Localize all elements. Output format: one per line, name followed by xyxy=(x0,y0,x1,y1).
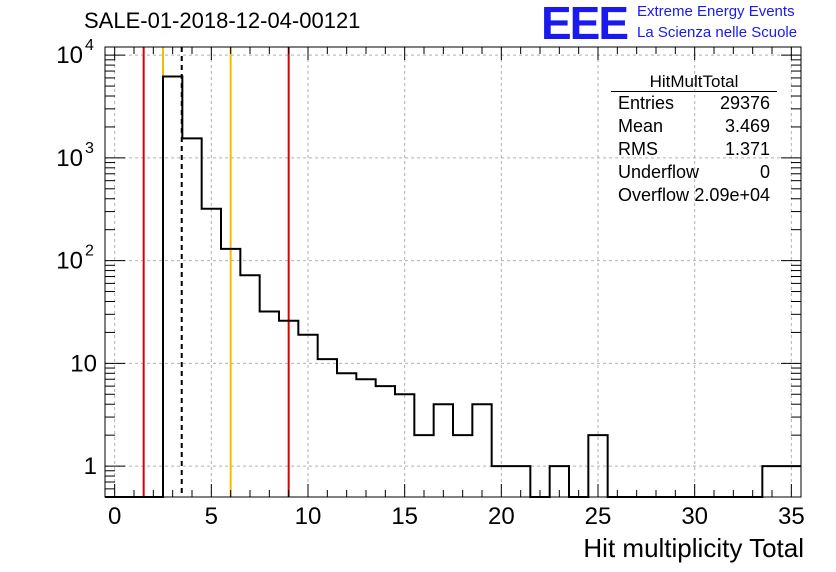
stats-title: HitMultTotal xyxy=(649,72,739,91)
histogram-bin xyxy=(182,138,201,497)
histogram-bin xyxy=(395,394,414,497)
stat-value: 2.09e+04 xyxy=(694,185,770,205)
x-tick-label: 0 xyxy=(108,503,121,530)
y-tick-exponent: 4 xyxy=(85,37,94,54)
stat-value: 29376 xyxy=(719,93,770,113)
histogram-bin xyxy=(356,379,375,497)
histogram-bin xyxy=(376,386,395,497)
x-tick-label: 30 xyxy=(681,503,708,530)
y-tick-label: 1 xyxy=(84,453,97,480)
histogram-bin xyxy=(472,404,491,497)
y-tick-label: 10 xyxy=(56,42,83,69)
histogram-bin xyxy=(318,359,337,497)
histogram-bin xyxy=(260,311,279,497)
stat-row-entries: Entries 29376 xyxy=(618,93,770,116)
histogram-bin xyxy=(202,209,221,497)
histogram-bin xyxy=(240,275,259,497)
logo-line-1: Extreme Energy Events xyxy=(637,3,795,20)
stat-label: Entries xyxy=(618,93,675,113)
x-tick-label: 25 xyxy=(585,503,612,530)
stat-label: RMS xyxy=(618,139,658,159)
histogram-bin xyxy=(453,435,472,497)
x-axis-label: Hit multiplicity Total xyxy=(583,533,804,563)
stat-row-rms: RMS 1.371 xyxy=(618,139,770,162)
x-tick-label: 20 xyxy=(488,503,515,530)
stat-label: Underflow xyxy=(618,162,700,182)
stat-row-overflow: Overflow 2.09e+04 xyxy=(618,185,770,208)
histogram-bin xyxy=(434,404,453,497)
stats-divider xyxy=(611,91,777,92)
y-tick-exponent: 3 xyxy=(85,140,94,157)
stat-label: Overflow xyxy=(618,185,690,205)
plot-frame xyxy=(104,46,802,498)
plot-title: SALE-01-2018-12-04-00121 xyxy=(84,8,361,33)
stat-value: 3.469 xyxy=(724,116,770,136)
stats-box: HitMultTotal Entries 29376 Mean 3.469 RM… xyxy=(611,70,777,210)
logo-line-2: La Scienza nelle Scuole xyxy=(637,24,798,41)
histogram-bin xyxy=(337,373,356,497)
x-tick-label: 5 xyxy=(205,503,218,530)
stat-row-underflow: Underflow 0 xyxy=(618,162,770,185)
x-tick-label: 15 xyxy=(391,503,418,530)
grid xyxy=(105,47,801,497)
axes xyxy=(104,46,802,498)
histogram-bin xyxy=(298,335,317,497)
y-tick-exponent: 2 xyxy=(85,243,94,260)
stat-value: 0 xyxy=(759,162,770,182)
x-tick-label: 35 xyxy=(778,503,805,530)
stat-label: Mean xyxy=(618,116,664,136)
histogram-bin xyxy=(414,435,433,497)
stat-row-mean: Mean 3.469 xyxy=(618,116,770,139)
eee-logo: EEE xyxy=(541,0,629,49)
y-tick-label: 10 xyxy=(56,248,83,275)
y-tick-label: 10 xyxy=(70,350,97,377)
x-tick-label: 10 xyxy=(295,503,322,530)
histogram-bin xyxy=(163,76,182,497)
histogram-bin xyxy=(279,321,298,497)
stat-value: 1.371 xyxy=(724,139,770,159)
histogram-bin xyxy=(221,249,240,497)
y-tick-label: 10 xyxy=(56,145,83,172)
